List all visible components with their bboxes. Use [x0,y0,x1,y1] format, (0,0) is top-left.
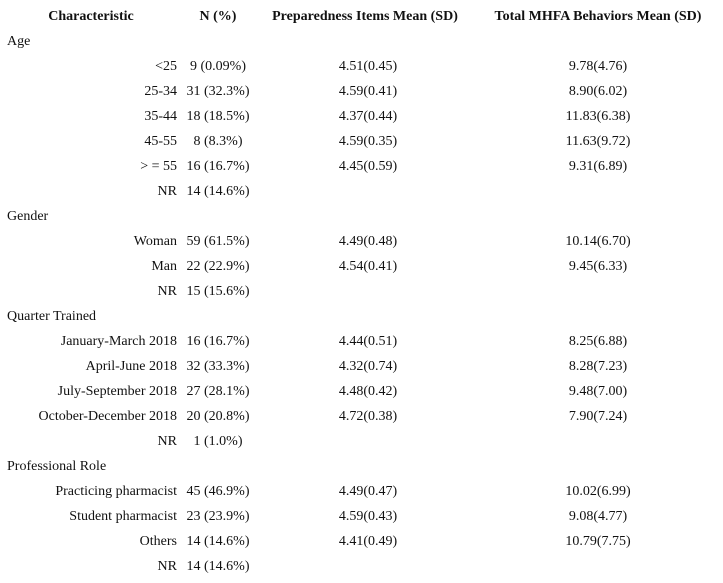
n-cell: 20 (20.8%) [186,409,250,424]
mhfa-cell: 9.78(4.76) [568,59,628,74]
n-cell: 45 (46.9%) [186,484,250,499]
mhfa-cell: 8.90(6.02) [568,84,628,99]
mhfa-cell: 10.02(6.99) [565,484,631,499]
n-cell: 18 (18.5%) [186,109,250,124]
row-label: Student pharmacist [69,509,177,524]
group-label: Professional Role [7,459,107,474]
n-cell: 15 (15.6%) [186,284,250,299]
row-label: NR [157,434,177,449]
n-cell: 31 (32.3%) [186,84,250,99]
row-label: Practicing pharmacist [55,484,177,499]
prep-cell: 4.59(0.35) [338,134,398,149]
prep-cell: 4.51(0.45) [338,59,398,74]
prep-cell: 4.49(0.47) [338,484,398,499]
n-cell: 59 (61.5%) [186,234,250,249]
prep-cell: 4.45(0.59) [338,159,398,174]
n-cell: 32 (33.3%) [186,359,250,374]
prep-cell: 4.59(0.43) [338,509,398,524]
prep-cell: 4.48(0.42) [338,384,398,399]
mhfa-cell: 9.48(7.00) [568,384,628,399]
n-cell: 14 (14.6%) [186,184,250,199]
n-cell: 16 (16.7%) [186,159,250,174]
row-label: 35-44 [144,109,177,124]
mhfa-cell: 9.45(6.33) [568,259,628,274]
mhfa-cell: 11.63(9.72) [565,134,631,149]
n-cell: 14 (14.6%) [186,559,250,574]
row-label: <25 [155,59,177,74]
prep-cell: 4.37(0.44) [338,109,398,124]
mhfa-cell: 8.25(6.88) [568,334,628,349]
header-cell: Total MHFA Behaviors Mean (SD) [494,9,702,24]
mhfa-cell: 11.83(6.38) [565,109,631,124]
n-cell: 23 (23.9%) [186,509,250,524]
row-label: 25-34 [144,84,177,99]
row-label: April-June 2018 [85,359,177,374]
prep-cell: 4.44(0.51) [338,334,398,349]
prep-cell: 4.49(0.48) [338,234,398,249]
row-label: October-December 2018 [38,409,178,424]
mhfa-cell: 10.14(6.70) [565,234,631,249]
n-cell: 27 (28.1%) [186,384,250,399]
prep-cell: 4.72(0.38) [338,409,398,424]
row-label: > = 55 [140,159,177,174]
n-cell: 9 (0.09%) [190,59,246,74]
prep-cell: 4.41(0.49) [338,534,398,549]
group-label: Gender [7,209,49,224]
group-label: Quarter Trained [7,309,97,324]
header-cell: Characteristic [48,9,134,24]
row-label: Man [151,259,177,274]
header-cell: Preparedness Items Mean (SD) [272,9,458,24]
n-cell: 16 (16.7%) [186,334,250,349]
mhfa-cell: 9.08(4.77) [568,509,628,524]
mhfa-cell: 8.28(7.23) [568,359,628,374]
group-label: Age [7,34,31,49]
row-label: Others [139,534,177,549]
mhfa-cell: 10.79(7.75) [565,534,631,549]
header-cell: N (%) [199,9,237,24]
n-cell: 8 (8.3%) [193,134,243,149]
n-cell: 22 (22.9%) [186,259,250,274]
row-label: January-March 2018 [60,334,177,349]
mhfa-cell: 9.31(6.89) [568,159,628,174]
n-cell: 1 (1.0%) [193,434,243,449]
row-label: NR [157,559,177,574]
row-label: July-September 2018 [57,384,177,399]
row-label: 45-55 [144,134,177,149]
n-cell: 14 (14.6%) [186,534,250,549]
prep-cell: 4.32(0.74) [338,359,398,374]
prep-cell: 4.54(0.41) [338,259,398,274]
prep-cell: 4.59(0.41) [338,84,398,99]
mhfa-cell: 7.90(7.24) [568,409,628,424]
row-label: Woman [133,234,177,249]
row-label: NR [157,184,177,199]
row-label: NR [157,284,177,299]
